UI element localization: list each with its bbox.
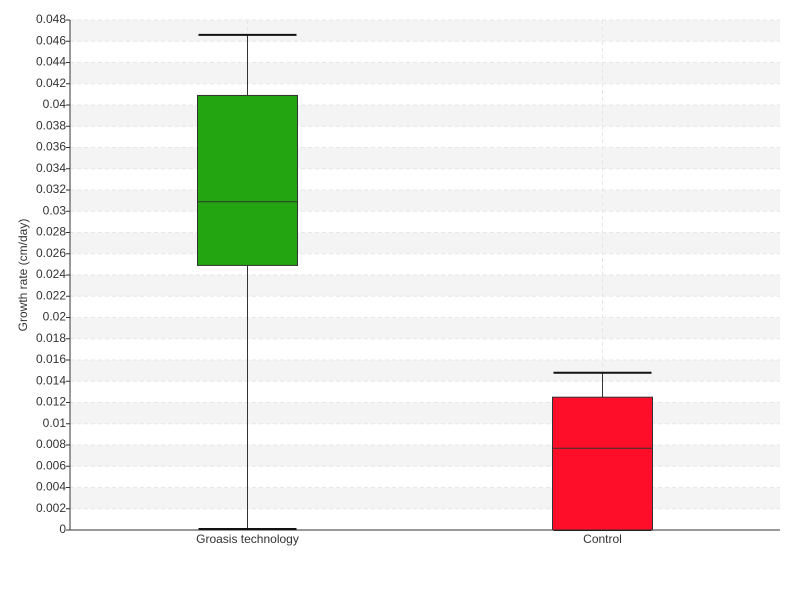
y-tick-label: 0.008 [36, 437, 66, 451]
grid-band [70, 147, 780, 169]
grid-band [70, 20, 780, 42]
y-tick-label: 0.026 [36, 246, 66, 260]
y-tick-label: 0.032 [36, 182, 66, 196]
y-tick-label: 0.028 [36, 225, 66, 239]
y-tick-label: 0.038 [36, 118, 66, 132]
x-tick-label: Groasis technology [196, 532, 299, 546]
grid-band [70, 62, 780, 84]
y-tick-label: 0.018 [36, 331, 66, 345]
y-tick-label: 0.022 [36, 288, 66, 302]
y-tick-label: 0.024 [36, 267, 66, 281]
grid-band [70, 275, 780, 297]
y-tick-label: 0.03 [43, 203, 67, 217]
grid-band [70, 445, 780, 467]
y-tick-label: 0 [59, 522, 66, 536]
y-tick-label: 0.01 [43, 416, 67, 430]
y-tick-label: 0.046 [36, 33, 66, 47]
grid-band [70, 487, 780, 509]
box [552, 396, 653, 531]
grid-band [70, 232, 780, 254]
box [197, 94, 298, 266]
y-axis-label: Growth rate (cm/day) [16, 219, 30, 332]
y-tick-label: 0.04 [43, 97, 67, 111]
y-tick-label: 0.034 [36, 161, 66, 175]
y-tick-label: 0.02 [43, 310, 67, 324]
y-tick-label: 0.004 [36, 480, 66, 494]
y-tick-label: 0.006 [36, 458, 66, 472]
grid-band [70, 190, 780, 212]
x-tick-label: Control [583, 532, 622, 546]
grid-band [70, 360, 780, 382]
y-tick-label: 0.002 [36, 501, 66, 515]
grid-band [70, 317, 780, 339]
y-tick-label: 0.012 [36, 395, 66, 409]
grid-band [70, 105, 780, 127]
y-tick-label: 0.036 [36, 140, 66, 154]
y-tick-label: 0.044 [36, 55, 66, 69]
y-tick-label: 0.042 [36, 76, 66, 90]
grid-band [70, 402, 780, 424]
y-tick-label: 0.048 [36, 12, 66, 26]
y-tick-label: 0.014 [36, 373, 66, 387]
y-tick-label: 0.016 [36, 352, 66, 366]
